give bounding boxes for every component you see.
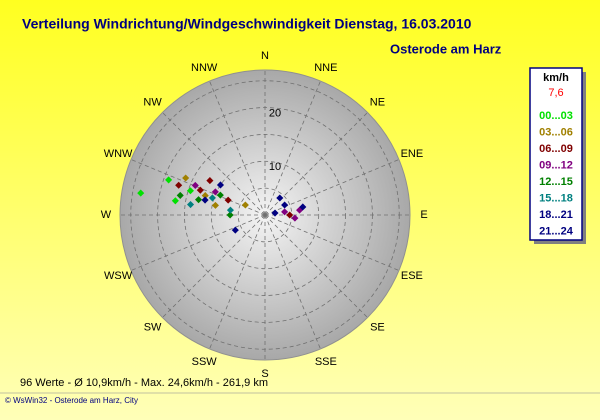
point bbox=[187, 201, 195, 209]
point bbox=[216, 181, 225, 189]
point bbox=[176, 191, 184, 199]
point bbox=[201, 192, 209, 200]
spoke bbox=[264, 214, 368, 318]
r-tick-label: 20 bbox=[269, 107, 281, 119]
point bbox=[291, 214, 299, 222]
direction-label: ENE bbox=[401, 148, 424, 160]
legend-entry: 18...21 bbox=[539, 209, 573, 221]
legend-entry: 21...24 bbox=[539, 225, 574, 237]
point bbox=[216, 191, 224, 199]
direction-label: WNW bbox=[104, 148, 133, 160]
chart-title: Verteilung Windrichtung/Windgeschwindigk… bbox=[22, 16, 472, 32]
point bbox=[191, 181, 199, 189]
point bbox=[299, 203, 307, 211]
direction-label: SW bbox=[144, 321, 162, 333]
spoke bbox=[209, 80, 266, 216]
summary: 96 Werte - Ø 10,9km/h - Max. 24,6km/h - … bbox=[20, 377, 268, 389]
point bbox=[281, 201, 289, 209]
grid-ring bbox=[210, 160, 320, 270]
direction-label: SE bbox=[370, 321, 385, 333]
footer: © WsWin32 - Osterode am Harz, City bbox=[5, 396, 138, 405]
point bbox=[231, 226, 239, 234]
point bbox=[276, 194, 284, 202]
direction-label: SSW bbox=[192, 356, 218, 368]
point bbox=[206, 177, 214, 185]
spoke bbox=[264, 80, 321, 216]
direction-label: NW bbox=[143, 96, 162, 108]
direction-label: NNW bbox=[191, 62, 218, 74]
spoke bbox=[130, 214, 266, 271]
legend-entry: 15...18 bbox=[539, 192, 573, 204]
point bbox=[201, 196, 209, 204]
point bbox=[226, 211, 234, 219]
point bbox=[226, 206, 234, 214]
direction-label: S bbox=[261, 368, 268, 380]
direction-label: NE bbox=[370, 96, 385, 108]
spoke bbox=[209, 214, 266, 350]
point bbox=[195, 196, 203, 204]
direction-label: NNE bbox=[314, 62, 337, 74]
legend-title: km/h bbox=[543, 72, 569, 84]
spoke bbox=[162, 214, 266, 318]
point bbox=[208, 194, 216, 202]
direction-label: WSW bbox=[104, 270, 133, 282]
spoke bbox=[264, 214, 400, 271]
point bbox=[271, 209, 279, 217]
point bbox=[211, 201, 219, 209]
direction-label: ESE bbox=[401, 270, 423, 282]
legend-entry: 03...06 bbox=[539, 126, 573, 138]
direction-label: W bbox=[101, 209, 112, 221]
point bbox=[211, 188, 219, 196]
direction-label: E bbox=[420, 209, 427, 221]
legend-entry: 12...15 bbox=[539, 176, 573, 188]
point bbox=[286, 211, 294, 219]
spoke bbox=[264, 214, 321, 350]
point bbox=[224, 196, 232, 204]
point bbox=[171, 197, 179, 205]
point bbox=[182, 174, 190, 182]
subtitle: Osterode am Harz bbox=[390, 41, 502, 56]
point bbox=[241, 201, 249, 209]
point bbox=[186, 187, 194, 195]
point bbox=[196, 186, 204, 194]
legend-box bbox=[529, 67, 583, 241]
direction-label: SSE bbox=[315, 356, 337, 368]
legend-entry: 06...09 bbox=[539, 143, 573, 155]
spoke bbox=[162, 112, 266, 216]
point bbox=[137, 189, 145, 197]
legend-entry: 00...03 bbox=[539, 110, 573, 122]
point bbox=[281, 208, 289, 216]
direction-label: N bbox=[261, 50, 269, 62]
current-value: 7,6 bbox=[548, 87, 563, 99]
legend-entry: 09...12 bbox=[539, 159, 573, 171]
point bbox=[175, 181, 183, 189]
r-tick-label: 10 bbox=[269, 161, 281, 173]
point bbox=[165, 176, 173, 184]
